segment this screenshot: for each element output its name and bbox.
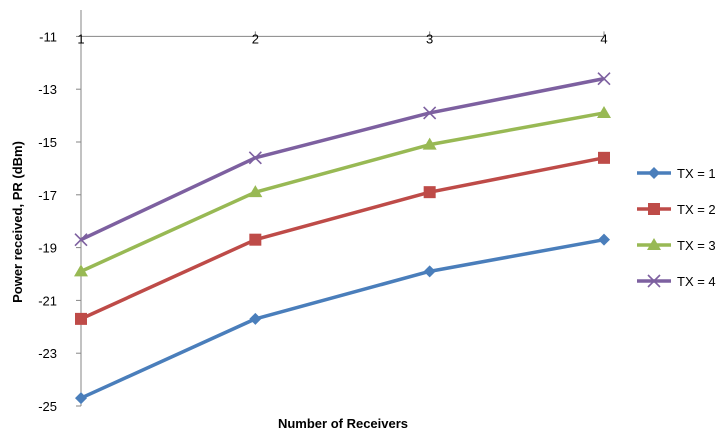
data-point: [598, 151, 610, 164]
legend-label: TX = 3: [677, 238, 716, 253]
y-tick-label: -15: [38, 135, 57, 150]
legend-label: TX = 2: [677, 202, 716, 217]
x-tick-label: 1: [77, 31, 84, 46]
y-tick-label: -13: [38, 82, 57, 97]
legend-label: TX = 4: [677, 274, 716, 289]
y-tick-label: -19: [38, 241, 57, 256]
x-axis-title: Number of Receivers: [278, 416, 408, 430]
data-point: [248, 151, 262, 165]
series-line: [80, 76, 605, 242]
data-point: [422, 137, 437, 150]
series-3: [74, 105, 611, 277]
data-point: [75, 392, 87, 405]
y-tick-label: -23: [38, 346, 57, 361]
legend-marker: [648, 167, 660, 179]
y-tick-label: -11: [39, 29, 57, 44]
data-point: [597, 105, 611, 118]
data-point: [248, 185, 263, 198]
data-point: [74, 264, 88, 277]
x-tick-label: 4: [600, 31, 607, 46]
data-point: [423, 106, 437, 120]
y-tick-label: -17: [38, 188, 57, 203]
series-line: [80, 156, 605, 321]
data-point: [423, 265, 436, 278]
x-tick-label: 3: [426, 31, 433, 46]
legend-label: TX = 1: [677, 166, 716, 181]
data-point: [75, 312, 87, 325]
legend-item: TX = 3: [637, 238, 716, 253]
data-point: [249, 312, 262, 325]
series-line: [80, 237, 605, 400]
legend-marker: [647, 238, 661, 250]
legend: TX = 1 TX = 2 TX = 3 TX = 4: [637, 166, 716, 289]
data-point: [249, 233, 262, 246]
series-1: [75, 233, 610, 405]
y-axis-title: Power received, PR (dBm): [10, 141, 25, 303]
series-layer: [74, 72, 611, 405]
x-tick-label: 2: [252, 31, 259, 46]
series-line: [80, 111, 605, 273]
data-point: [598, 233, 610, 246]
data-point: [423, 186, 436, 199]
series-2: [75, 151, 610, 325]
series-4: [74, 72, 611, 247]
legend-marker: [647, 274, 661, 288]
legend-item: TX = 4: [637, 274, 716, 289]
data-point: [597, 72, 611, 86]
y-tick-label: -21: [38, 293, 57, 308]
data-point: [74, 233, 88, 247]
axes: -11 -13 -15 -17 -19 -21 -23 -25 1 2 3 4: [38, 10, 608, 414]
legend-marker: [648, 203, 660, 215]
legend-item: TX = 2: [637, 202, 716, 217]
legend-item: TX = 1: [637, 166, 716, 181]
y-tick-label: -25: [38, 399, 57, 414]
